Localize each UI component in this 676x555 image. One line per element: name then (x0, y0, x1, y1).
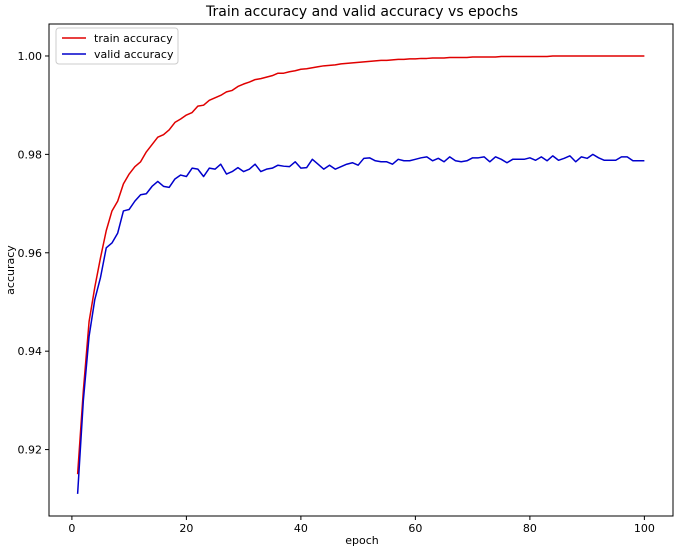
legend: train accuracy valid accuracy (55, 27, 179, 65)
x-tick-label: 100 (634, 522, 655, 535)
y-tick-label: 0.92 (18, 444, 43, 457)
x-tick-label: 60 (408, 522, 422, 535)
x-tick-label: 40 (294, 522, 308, 535)
series-line-valid-accuracy (76, 153, 645, 494)
series-line-train-accuracy (76, 55, 645, 475)
y-tick-label: 0.96 (18, 247, 43, 260)
legend-box (55, 27, 179, 65)
y-axis-ticks: 0.92 0.94 0.96 0.98 1.00 (18, 50, 49, 457)
series-layer (76, 55, 645, 494)
plot-frame (48, 23, 674, 517)
legend-label: valid accuracy (94, 48, 174, 61)
y-tick-label: 0.98 (18, 148, 43, 161)
x-axis-ticks: 0 20 40 60 80 100 (68, 516, 655, 535)
legend-label: train accuracy (94, 32, 173, 45)
y-axis-label: accuracy (4, 245, 17, 295)
y-tick-label: 1.00 (18, 50, 43, 63)
chart-title: Train accuracy and valid accuracy vs epo… (205, 4, 518, 20)
y-tick-label: 0.94 (18, 345, 43, 358)
x-tick-label: 0 (68, 522, 75, 535)
x-tick-label: 20 (179, 522, 193, 535)
x-axis-label: epoch (345, 534, 379, 547)
x-tick-label: 80 (523, 522, 537, 535)
